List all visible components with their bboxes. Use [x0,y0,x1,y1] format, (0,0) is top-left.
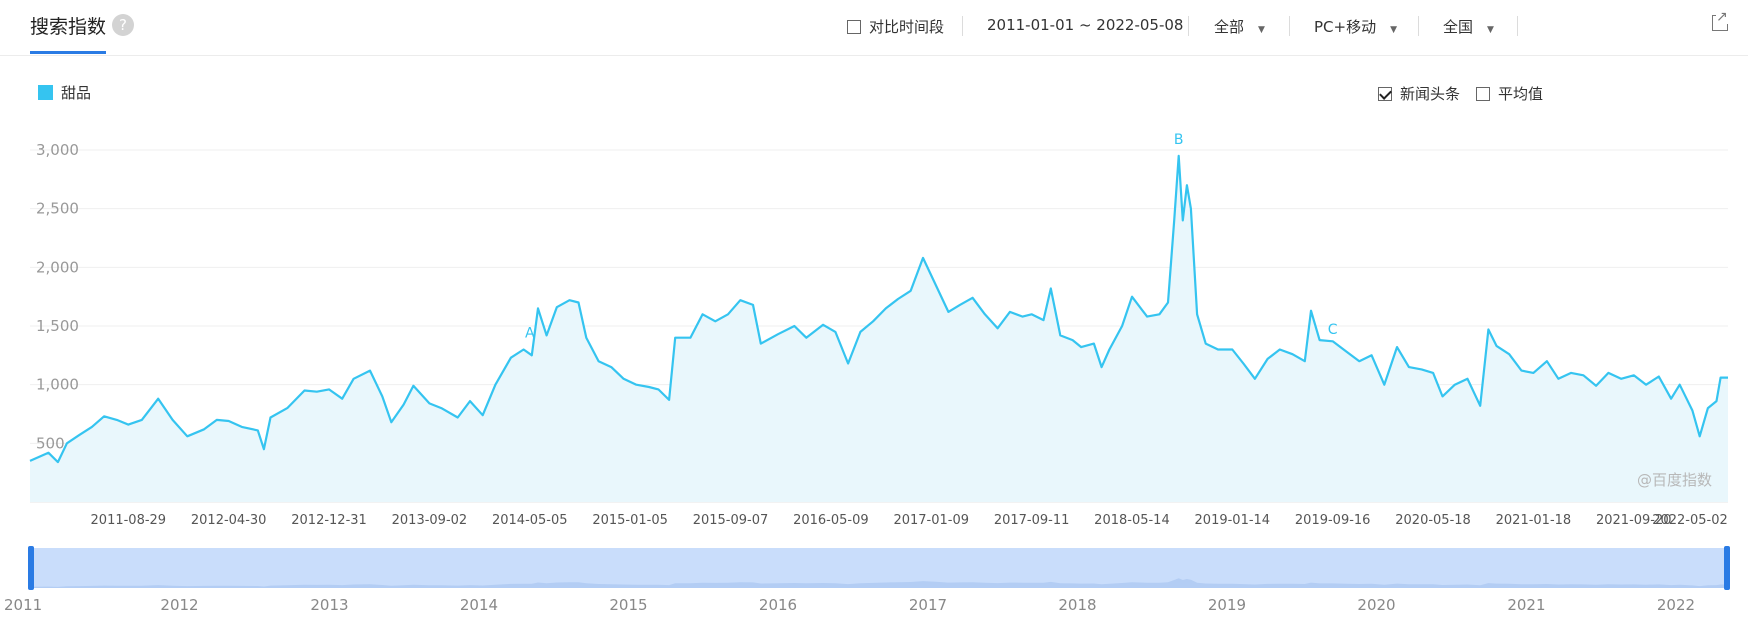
news-annotation: C [1328,322,1338,338]
share-icon[interactable] [1712,10,1728,31]
scope-dropdown[interactable]: 全部 ▼ [1214,16,1265,37]
average-label: 平均值 [1498,85,1544,103]
device-dropdown[interactable]: PC+移动 ▼ [1314,16,1397,37]
range-slider-handle-left[interactable] [28,546,34,590]
slider-year-label: 2012 [160,596,198,614]
slider-year-label: 2011 [4,596,42,614]
range-slider-preview [30,578,1728,588]
slider-year-label: 2021 [1507,596,1545,614]
divider [1188,16,1189,36]
x-tick-label: 2011-08-29 [91,513,167,528]
series-area [30,155,1728,502]
legend-label: 甜品 [61,84,92,102]
x-tick-label: 2017-01-09 [893,513,969,528]
divider [1289,16,1290,36]
compare-label: 对比时间段 [869,18,945,36]
top-toolbar: 搜索指数 ? 对比时间段 2011-01-01 ~ 2022-05-08 全部 ▼… [0,0,1748,56]
chart-legend[interactable]: 甜品 [38,82,91,103]
range-slider-handle-right[interactable] [1724,546,1730,590]
legend-swatch [38,85,53,100]
compare-checkbox[interactable] [847,20,861,34]
slider-year-label: 2020 [1357,596,1395,614]
x-tick-label: 2015-09-07 [693,513,769,528]
y-tick-label: 2,000 [36,258,79,276]
x-tick-label: 2012-12-31 [291,513,367,528]
slider-year-label: 2019 [1208,596,1246,614]
slider-year-label: 2013 [310,596,348,614]
region-value: 全国 [1443,18,1474,36]
x-tick-label: 2021-01-18 [1496,513,1572,528]
news-checkbox[interactable] [1378,87,1392,101]
slider-year-label: 2018 [1058,596,1096,614]
watermark: @百度指数 [1637,471,1712,489]
divider [1418,16,1419,36]
x-tick-label: 2012-04-30 [191,513,267,528]
news-annotation: B [1174,132,1184,148]
divider [1517,16,1518,36]
compare-period-toggle[interactable]: 对比时间段 [847,16,944,37]
y-tick-label: 1,500 [36,317,79,335]
region-dropdown[interactable]: 全国 ▼ [1443,16,1494,37]
news-toggle[interactable]: 新闻头条 [1378,83,1460,104]
slider-year-label: 2014 [460,596,498,614]
date-range-picker[interactable]: 2011-01-01 ~ 2022-05-08 [987,16,1184,34]
page-title: 搜索指数 [30,16,107,38]
x-tick-label: 2014-05-05 [492,513,568,528]
x-tick-label: 2021-09-20 [1596,513,1672,528]
device-value: PC+移动 [1314,18,1377,36]
news-annotation: A [525,326,535,342]
x-tick-label: 2018-05-14 [1094,513,1170,528]
x-tick-label: 2016-05-09 [793,513,869,528]
caret-down-icon: ▼ [1390,25,1398,35]
y-tick-label: 500 [36,434,65,452]
x-tick-label: 2020-05-18 [1395,513,1471,528]
range-slider-track [30,548,1728,588]
slider-year-label: 2016 [759,596,797,614]
slider-year-label: 2022 [1657,596,1695,614]
slider-year-label: 2015 [609,596,647,614]
x-tick-label: 2022-05-02 [1652,513,1728,528]
help-icon[interactable]: ? [112,14,134,36]
caret-down-icon: ▼ [1487,25,1494,35]
x-tick-label: 2015-01-05 [592,513,668,528]
average-checkbox[interactable] [1476,87,1490,101]
y-tick-label: 3,000 [36,141,79,159]
x-tick-label: 2017-09-11 [994,513,1070,528]
slider-year-label: 2017 [909,596,947,614]
series-line [29,154,1728,464]
x-tick-label: 2013-09-02 [392,513,468,528]
divider [962,16,963,36]
x-tick-label: 2019-01-14 [1195,513,1271,528]
x-tick-label: 2019-09-16 [1295,513,1371,528]
caret-down-icon: ▼ [1258,25,1265,35]
y-tick-label: 1,000 [36,376,79,394]
news-label: 新闻头条 [1400,85,1461,103]
scope-value: 全部 [1214,18,1245,36]
active-tab-indicator [30,51,106,54]
y-tick-label: 2,500 [36,200,79,218]
average-toggle[interactable]: 平均值 [1476,83,1543,104]
